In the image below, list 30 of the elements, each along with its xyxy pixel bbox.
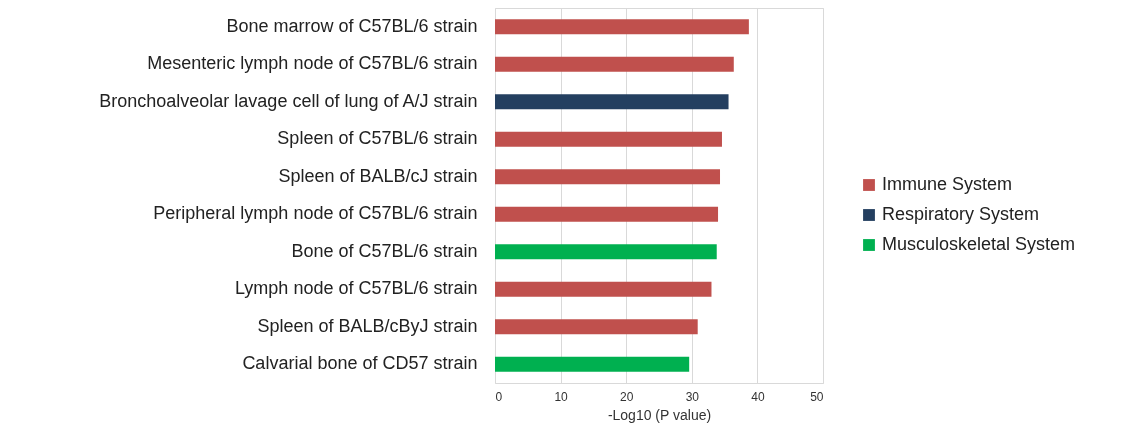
x-axis-title: -Log10 (P value) [607,406,712,423]
x-tick-label: 50 [810,389,824,404]
y-tick-label: Spleen of BALB/cJ strain [278,165,478,186]
y-tick-label: Lymph node of C57BL/6 strain [235,278,478,299]
y-tick-label: Peripheral lymph node of C57BL/6 strain [153,203,478,224]
y-tick-label: Mesenteric lymph node of C57BL/6 strain [147,53,478,74]
bar [495,131,722,147]
x-tick-label: 10 [554,389,569,404]
y-tick-label: Bone marrow of C57BL/6 strain [226,15,478,36]
x-tick-label: 40 [751,389,765,404]
bar [495,19,749,35]
legend-label: Musculoskeletal System [882,234,1076,254]
bar [495,244,717,260]
bar [495,94,729,110]
bar [495,356,690,372]
bar [495,56,734,72]
bar [495,206,719,222]
bar [495,169,721,185]
legend-label: Respiratory System [882,204,1040,224]
y-tick-label: Bone of C57BL/6 strain [291,240,478,261]
bar [495,281,712,297]
y-tick-label: Bronchoalveolar lavage cell of lung of A/J strain [99,90,478,111]
y-tick-label: Spleen of C57BL/6 strain [277,128,478,149]
x-tick-label: 0 [495,389,503,404]
y-tick-label: Spleen of BALB/cByJ strain [257,315,478,336]
x-tick-label: 30 [685,389,700,404]
bar [495,319,698,335]
x-tick-label: 20 [620,389,634,404]
y-tick-label: Calvarial bone of CD57 strain [242,353,478,374]
legend-label: Immune System [882,174,1013,194]
